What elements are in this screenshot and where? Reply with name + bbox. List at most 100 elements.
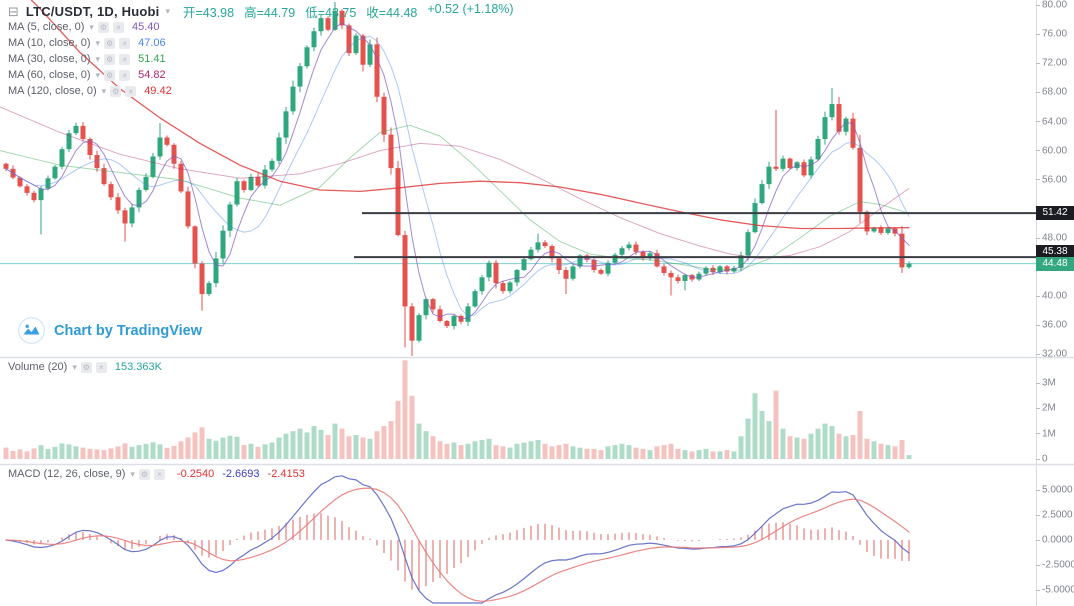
price-flag-51.42: 51.42	[1036, 206, 1074, 221]
volume-bar	[717, 451, 723, 459]
candle-body	[535, 242, 541, 250]
candle-body	[752, 203, 758, 233]
axis-tick-mark	[1036, 121, 1040, 123]
chevron-down-icon[interactable]: ▾	[95, 53, 101, 64]
axis-tick-mark	[1036, 62, 1040, 64]
candle-body	[815, 138, 821, 160]
axis-tick-mark	[1036, 407, 1040, 409]
candle-body	[878, 227, 884, 233]
close-value: 收=44.48	[366, 6, 418, 20]
volume-bar	[689, 451, 695, 459]
candle-body	[31, 192, 37, 201]
volume-bar	[696, 450, 702, 459]
candle-body	[605, 262, 611, 274]
volume-bar	[171, 445, 177, 459]
volume-bar	[269, 442, 275, 459]
candle-body	[248, 176, 254, 190]
chevron-down-icon[interactable]: ▾	[95, 69, 101, 80]
candle-body	[73, 125, 79, 134]
candle-body	[339, 10, 345, 26]
volume-bar	[500, 446, 506, 459]
close-icon[interactable]: ×	[112, 21, 124, 33]
volume-bar	[262, 444, 268, 459]
price-flag-45.38: 45.38	[1036, 245, 1074, 260]
symbol-title[interactable]: LTC/USDT, 1D, Huobi	[25, 4, 160, 19]
tradingview-logo[interactable]: Chart by TradingView	[18, 317, 202, 344]
close-icon[interactable]: ×	[119, 37, 131, 49]
chevron-down-icon[interactable]: ▾	[101, 85, 107, 96]
volume-bar	[325, 434, 331, 459]
close-icon[interactable]: ×	[119, 69, 131, 81]
macd-label[interactable]: MACD (12, 26, close, 9)	[8, 468, 126, 480]
volume-bar	[808, 433, 814, 459]
candle-body	[528, 249, 534, 260]
ma-label[interactable]: MA (120, close, 0)	[8, 85, 97, 97]
candle-body	[269, 160, 275, 170]
candle-body	[437, 309, 443, 321]
volume-bar	[199, 427, 205, 459]
close-icon[interactable]: ×	[125, 85, 137, 97]
candle-body	[199, 263, 205, 295]
ma-label[interactable]: MA (10, close, 0)	[8, 37, 91, 49]
collapse-pane-icon[interactable]: ⊟	[8, 3, 19, 19]
chevron-down-icon[interactable]: ▾	[95, 37, 101, 48]
candle-body	[521, 259, 527, 271]
volume-bar	[10, 450, 16, 459]
ma-label[interactable]: MA (5, close, 0)	[8, 21, 85, 33]
volume-label[interactable]: Volume (20)	[8, 361, 68, 373]
volume-bar	[346, 436, 352, 459]
gear-icon[interactable]: ⚙	[110, 85, 122, 97]
volume-bar	[710, 451, 716, 459]
volume-bar	[885, 445, 891, 459]
volume-bar	[332, 423, 338, 459]
candle-body	[332, 10, 338, 30]
macd-axis-label: -2.5000	[1042, 559, 1074, 571]
candle-body	[500, 283, 506, 292]
volume-bar	[556, 445, 562, 459]
ma-line-ma60	[0, 106, 910, 259]
volume-bar	[822, 423, 828, 459]
candle-body	[626, 244, 632, 249]
volume-bar	[703, 448, 709, 459]
volume-bar	[535, 440, 541, 459]
close-icon[interactable]: ×	[119, 53, 131, 65]
volume-bar	[654, 446, 660, 459]
chevron-down-icon[interactable]: ▾	[72, 361, 77, 372]
volume-bar	[682, 450, 688, 459]
candle-body	[346, 25, 352, 54]
candle-body	[402, 235, 408, 307]
candle-body	[241, 181, 247, 190]
gear-icon[interactable]: ⚙	[97, 21, 109, 33]
candle-body	[129, 207, 135, 224]
candle-body	[101, 168, 107, 185]
chevron-down-icon[interactable]: ▾	[89, 21, 94, 32]
candle-body	[430, 299, 436, 310]
volume-bar	[668, 443, 674, 459]
close-icon[interactable]: ×	[153, 468, 165, 480]
candle-body	[297, 66, 303, 87]
candle-body	[367, 44, 373, 65]
candle-body	[234, 181, 240, 205]
candle-body	[773, 166, 779, 169]
volume-bar	[626, 445, 632, 459]
gear-icon[interactable]: ⚙	[104, 69, 116, 81]
volume-bar	[24, 451, 30, 459]
candle-body	[213, 258, 219, 284]
candle-body	[325, 18, 331, 30]
ma-value: 45.40	[131, 21, 160, 33]
ma-label[interactable]: MA (60, close, 0)	[8, 69, 91, 81]
gear-icon[interactable]: ⚙	[138, 468, 150, 480]
gear-icon[interactable]: ⚙	[80, 361, 92, 373]
chevron-down-icon[interactable]: ▾	[165, 6, 170, 16]
volume-bar	[374, 431, 380, 459]
ma-label[interactable]: MA (30, close, 0)	[8, 53, 91, 65]
gear-icon[interactable]: ⚙	[104, 37, 116, 49]
price-axis[interactable]: 80.00 76.00 72.00 68.00 64.00 60.00 56.00 48.00…	[1036, 0, 1074, 606]
gear-icon[interactable]: ⚙	[104, 53, 116, 65]
volume-bar	[528, 441, 534, 459]
chevron-down-icon[interactable]: ▾	[130, 468, 135, 479]
volume-bar	[381, 426, 387, 459]
axis-tick-mark	[1036, 324, 1040, 326]
close-icon[interactable]: ×	[95, 361, 107, 373]
